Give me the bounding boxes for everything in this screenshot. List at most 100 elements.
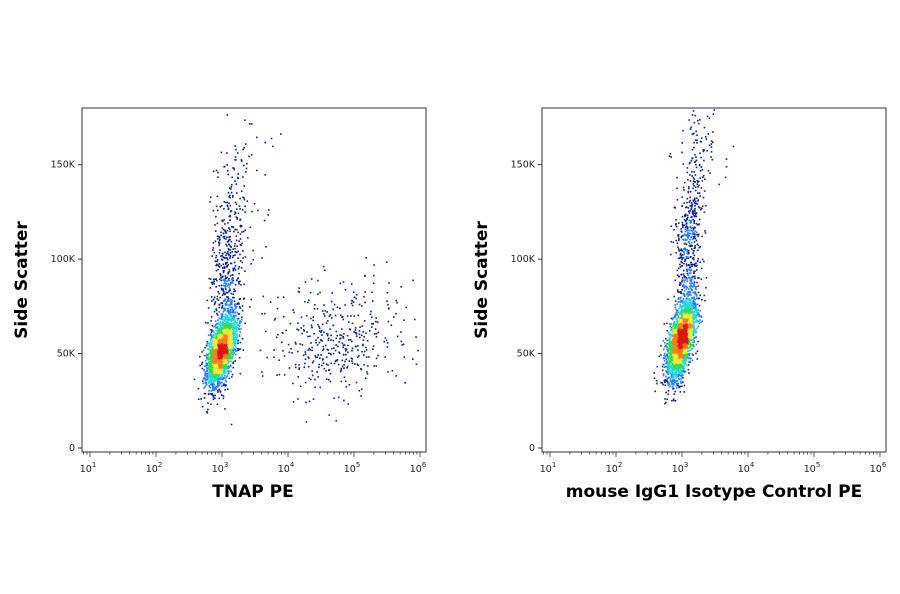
data-point bbox=[673, 322, 675, 324]
data-point bbox=[417, 349, 419, 352]
data-point bbox=[227, 297, 230, 300]
data-point bbox=[307, 335, 309, 338]
data-point bbox=[359, 326, 361, 328]
data-point bbox=[211, 346, 214, 348]
data-point bbox=[210, 361, 212, 363]
x-tick-label: 106 bbox=[870, 461, 887, 475]
data-point bbox=[215, 335, 218, 338]
data-point bbox=[223, 360, 226, 363]
data-point bbox=[301, 332, 303, 335]
data-point bbox=[216, 385, 219, 388]
data-point bbox=[215, 377, 218, 380]
data-point bbox=[227, 170, 229, 172]
data-point bbox=[241, 318, 243, 321]
data-point bbox=[679, 361, 682, 363]
data-point bbox=[205, 372, 208, 375]
data-point bbox=[360, 368, 362, 370]
y-tick-label: 50K bbox=[517, 349, 536, 360]
data-point bbox=[294, 341, 297, 344]
data-point bbox=[211, 300, 213, 302]
data-point bbox=[213, 373, 216, 376]
data-point bbox=[242, 176, 244, 178]
data-point bbox=[671, 400, 673, 402]
data-point bbox=[310, 378, 312, 381]
data-point bbox=[217, 371, 220, 374]
data-point bbox=[257, 209, 259, 212]
data-point bbox=[219, 369, 221, 372]
data-point bbox=[214, 365, 217, 367]
data-point bbox=[220, 284, 223, 287]
data-point bbox=[237, 313, 240, 315]
data-point bbox=[215, 256, 217, 259]
data-point bbox=[356, 356, 359, 359]
data-point bbox=[238, 335, 241, 337]
data-point bbox=[220, 277, 223, 279]
data-point bbox=[213, 303, 216, 306]
data-point bbox=[346, 315, 349, 317]
data-point bbox=[676, 359, 679, 361]
data-point bbox=[197, 387, 200, 390]
data-point bbox=[219, 344, 222, 346]
data-point bbox=[283, 374, 286, 376]
data-point bbox=[228, 335, 230, 338]
data-point bbox=[231, 373, 234, 376]
data-point bbox=[216, 403, 219, 406]
data-point bbox=[223, 382, 225, 385]
data-point bbox=[700, 278, 703, 281]
data-point bbox=[201, 405, 204, 408]
data-point bbox=[215, 361, 217, 364]
data-point bbox=[665, 354, 667, 357]
data-point bbox=[224, 337, 227, 339]
data-point bbox=[236, 323, 238, 326]
data-point bbox=[396, 301, 398, 304]
data-point bbox=[226, 280, 228, 282]
data-point bbox=[211, 386, 214, 389]
y-tick-label: 150K bbox=[51, 160, 76, 171]
data-point bbox=[210, 374, 212, 376]
data-point bbox=[338, 341, 340, 343]
data-point bbox=[238, 356, 241, 359]
data-point bbox=[216, 364, 219, 367]
data-point bbox=[243, 185, 245, 187]
data-point bbox=[680, 371, 683, 374]
data-point bbox=[347, 403, 350, 405]
data-point bbox=[211, 329, 213, 332]
data-point bbox=[222, 358, 225, 360]
data-point bbox=[698, 277, 700, 279]
data-point bbox=[662, 383, 664, 386]
data-point bbox=[237, 349, 240, 351]
data-point bbox=[351, 304, 354, 307]
data-point bbox=[363, 335, 365, 338]
data-point bbox=[307, 356, 309, 358]
data-point bbox=[347, 344, 349, 347]
data-point bbox=[326, 348, 328, 351]
data-point bbox=[317, 323, 319, 326]
data-point bbox=[369, 313, 372, 316]
data-point bbox=[685, 358, 687, 360]
data-point bbox=[232, 248, 234, 250]
data-point bbox=[214, 278, 216, 281]
data-point bbox=[232, 196, 234, 198]
data-point bbox=[234, 345, 237, 347]
data-point bbox=[366, 371, 368, 373]
data-point bbox=[215, 372, 218, 375]
data-point bbox=[227, 359, 229, 361]
data-point bbox=[215, 379, 217, 382]
data-point bbox=[225, 344, 227, 346]
data-point bbox=[231, 274, 234, 276]
data-point bbox=[400, 331, 402, 333]
data-point bbox=[228, 336, 231, 339]
data-point bbox=[212, 329, 215, 332]
data-point bbox=[242, 148, 244, 151]
data-point bbox=[207, 381, 210, 383]
data-point bbox=[233, 288, 235, 290]
data-point bbox=[239, 197, 241, 200]
x-tick-label: 105 bbox=[344, 461, 361, 475]
data-point bbox=[214, 375, 216, 378]
data-point bbox=[232, 332, 234, 334]
data-point bbox=[239, 331, 242, 333]
data-point bbox=[675, 323, 678, 325]
data-point bbox=[235, 305, 238, 308]
data-point bbox=[230, 342, 232, 345]
data-point bbox=[210, 331, 213, 333]
